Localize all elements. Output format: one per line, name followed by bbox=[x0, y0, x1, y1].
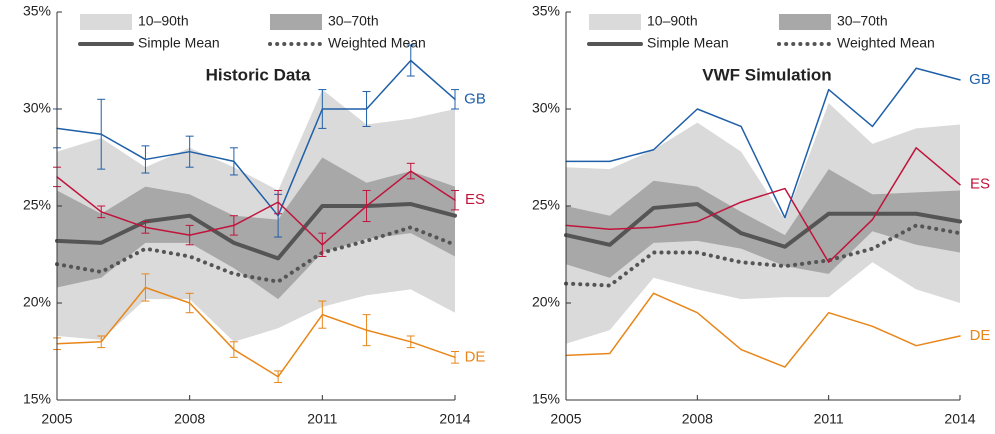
legend-label: Simple Mean bbox=[647, 35, 729, 51]
series-label: ES bbox=[970, 176, 990, 193]
series-line bbox=[56, 170, 456, 246]
legend-label: 10–90th bbox=[647, 13, 698, 29]
legend-label: Weighted Mean bbox=[328, 35, 426, 51]
mean-line bbox=[564, 202, 962, 249]
series-label: GB bbox=[464, 90, 486, 107]
legend-label: 30–70th bbox=[837, 13, 888, 29]
band bbox=[57, 89, 455, 342]
series-line bbox=[565, 67, 961, 219]
y-tick-label: 25% bbox=[532, 197, 560, 213]
legend-label: 10–90th bbox=[138, 13, 189, 29]
legend-swatch bbox=[270, 14, 322, 30]
series-label: DE bbox=[970, 327, 991, 344]
x-tick-label: 2005 bbox=[550, 411, 581, 427]
series-label: GB bbox=[969, 71, 991, 88]
y-tick-label: 15% bbox=[23, 391, 51, 407]
mean-line bbox=[564, 223, 962, 288]
series-line bbox=[56, 286, 456, 378]
y-tick-label: 30% bbox=[23, 100, 51, 116]
series-line bbox=[56, 59, 456, 217]
y-tick-label: 30% bbox=[532, 100, 560, 116]
x-tick-label: 2014 bbox=[944, 411, 975, 427]
legend-swatch bbox=[80, 14, 132, 30]
y-tick-label: 20% bbox=[532, 294, 560, 310]
x-tick-label: 2011 bbox=[814, 411, 844, 427]
legend-label: Weighted Mean bbox=[837, 35, 935, 51]
y-tick-label: 20% bbox=[23, 294, 51, 310]
y-tick-label: 15% bbox=[532, 391, 560, 407]
chart-title: Historic Data bbox=[206, 65, 311, 84]
legend-label: Simple Mean bbox=[138, 35, 220, 51]
chart-title: VWF Simulation bbox=[702, 65, 831, 84]
x-tick-label: 2011 bbox=[307, 411, 337, 427]
y-tick-label: 25% bbox=[23, 197, 51, 213]
series-line bbox=[565, 292, 961, 368]
y-tick-label: 35% bbox=[23, 3, 51, 19]
band bbox=[566, 169, 960, 278]
legend-swatch bbox=[589, 14, 641, 30]
x-tick-label: 2008 bbox=[682, 411, 713, 427]
y-tick-label: 35% bbox=[532, 3, 560, 19]
legend-swatch bbox=[779, 14, 831, 30]
series-label: ES bbox=[465, 191, 485, 208]
band bbox=[566, 103, 960, 344]
legend-label: 30–70th bbox=[328, 13, 379, 29]
series-label: DE bbox=[465, 348, 486, 365]
x-tick-label: 2008 bbox=[174, 411, 205, 427]
x-tick-label: 2005 bbox=[41, 411, 72, 427]
x-tick-label: 2014 bbox=[439, 411, 470, 427]
band bbox=[57, 157, 455, 300]
series-line bbox=[565, 147, 961, 264]
mean-line bbox=[55, 202, 457, 261]
mean-line bbox=[55, 225, 457, 284]
